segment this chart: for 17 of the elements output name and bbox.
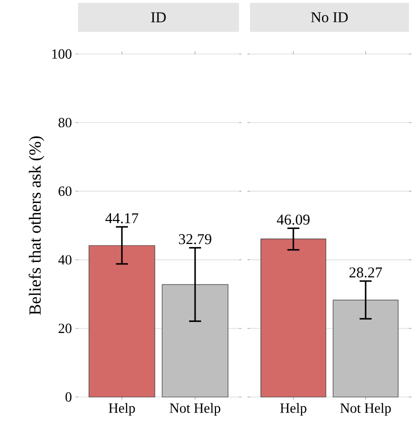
x-tick-label: Help [280, 403, 307, 416]
y-tick-label: 0 [66, 392, 72, 402]
data-label: 44.17 [106, 213, 138, 224]
data-label: 28.27 [350, 267, 382, 278]
y-tick-label: 60 [58, 186, 72, 196]
y-tick-label: 20 [58, 324, 72, 334]
y-tick-label: 100 [52, 49, 72, 59]
y-tick-label: 40 [58, 255, 72, 265]
x-tick-label: Help [108, 403, 136, 416]
chart-title: No ID [311, 12, 348, 22]
y-tick-label: 80 [58, 118, 72, 128]
chart-title: ID [151, 12, 166, 22]
x-tick-label: Not Help [340, 403, 392, 416]
y-axis-title: Beliefs that others ask (%) [28, 136, 44, 315]
data-label: 32.79 [179, 234, 212, 244]
x-tick-label: Not Help [170, 403, 220, 416]
data-label: 46.09 [277, 214, 310, 225]
